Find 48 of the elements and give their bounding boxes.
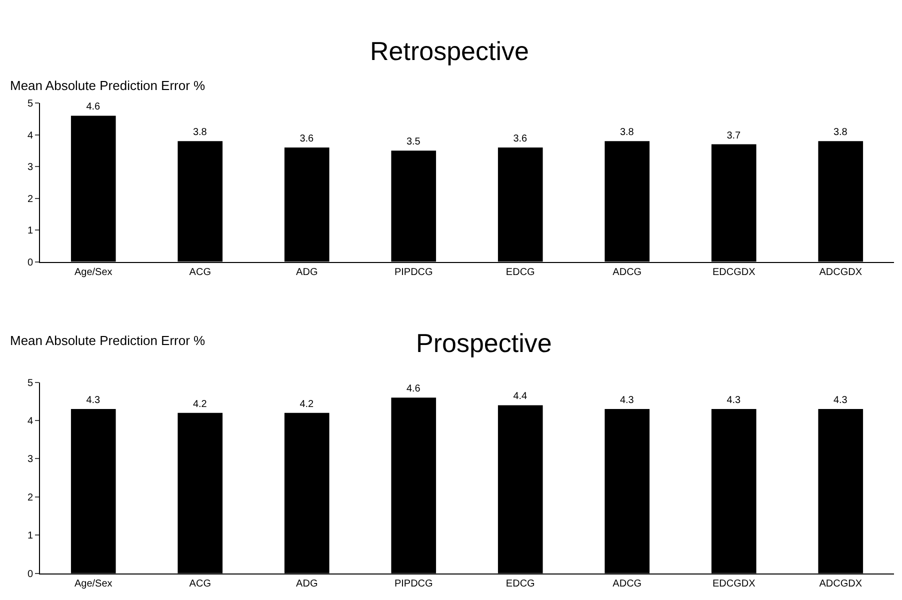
y-tick-label: 0	[27, 568, 34, 580]
data-label: 4.6	[86, 102, 101, 113]
y-tick-label: 4	[27, 416, 34, 428]
data-label: 3.8	[192, 127, 208, 138]
y-tick-label: 5	[27, 98, 34, 110]
y-axis-title: Mean Absolute Prediction Error %	[10, 78, 206, 93]
x-tick-label: EDCGDX	[712, 578, 756, 590]
x-tick-label: ADCG	[612, 266, 642, 278]
x-tick-label: ADCG	[612, 578, 642, 590]
x-tick-label: ADCGDX	[819, 266, 862, 278]
y-tick-label: 1	[27, 226, 34, 237]
data-label: 4.2	[300, 398, 314, 410]
data-label: 4.3	[833, 395, 848, 406]
y-tick-label: 4	[27, 130, 34, 142]
data-label: 3.5	[406, 136, 421, 148]
data-label: 3.8	[833, 127, 848, 138]
data-label: 4.4	[513, 391, 528, 402]
x-tick-label: ADG	[296, 578, 318, 590]
chart-title: Retrospective	[370, 36, 529, 66]
x-tick-label: Age/Sex	[74, 266, 112, 278]
data-label: 4.6	[406, 384, 421, 395]
x-tick-label: ACG	[189, 578, 212, 590]
y-tick-label: 1	[27, 530, 34, 542]
x-tick-label: ACG	[189, 266, 212, 278]
data-label: 4.3	[86, 395, 101, 406]
data-label: 4.3	[620, 395, 634, 406]
x-tick-label: PIPDCG	[394, 266, 434, 278]
x-tick-label: Age/Sex	[74, 578, 112, 590]
data-label: 4.2	[192, 398, 208, 410]
data-label: 4.3	[726, 395, 742, 406]
x-tick-label: EDCG	[506, 578, 536, 590]
data-label: 3.6	[513, 133, 528, 144]
x-tick-label: EDCG	[506, 266, 536, 278]
y-tick-label: 3	[27, 454, 34, 466]
y-tick-label: 0	[27, 257, 34, 268]
chart-title: Prospective	[416, 328, 552, 358]
y-tick-label: 5	[27, 378, 34, 389]
y-tick-label: 2	[27, 194, 34, 205]
y-tick-label: 2	[27, 492, 34, 504]
data-label: 3.8	[620, 127, 634, 138]
x-tick-label: PIPDCG	[394, 578, 434, 590]
y-axis-title: Mean Absolute Prediction Error %	[10, 333, 206, 348]
data-label: 3.7	[726, 130, 742, 142]
y-tick-label: 3	[27, 162, 34, 173]
x-tick-label: ADG	[296, 266, 318, 278]
x-tick-label: ADCGDX	[819, 578, 862, 590]
data-label: 3.6	[300, 133, 314, 144]
x-tick-label: EDCGDX	[712, 266, 756, 278]
